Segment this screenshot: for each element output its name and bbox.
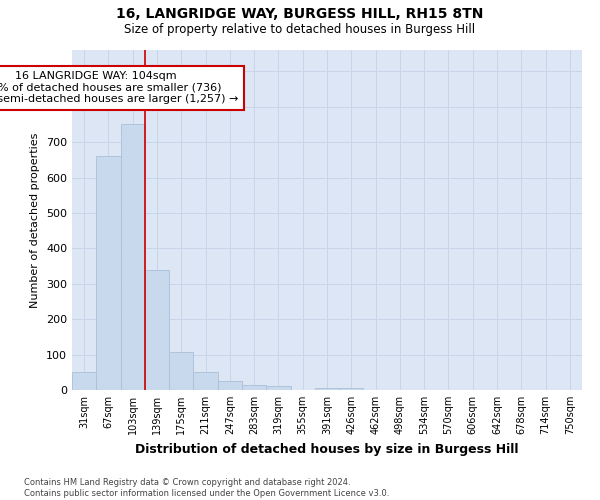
Text: 16, LANGRIDGE WAY, BURGESS HILL, RH15 8TN: 16, LANGRIDGE WAY, BURGESS HILL, RH15 8T… bbox=[116, 8, 484, 22]
Text: Size of property relative to detached houses in Burgess Hill: Size of property relative to detached ho… bbox=[124, 22, 476, 36]
Bar bbox=[266, 386, 290, 390]
Text: Contains HM Land Registry data © Crown copyright and database right 2024.
Contai: Contains HM Land Registry data © Crown c… bbox=[24, 478, 389, 498]
Bar bbox=[72, 372, 96, 390]
Bar bbox=[121, 124, 145, 390]
Bar bbox=[145, 270, 169, 390]
Bar bbox=[218, 381, 242, 390]
Bar bbox=[96, 156, 121, 390]
Bar bbox=[193, 372, 218, 390]
Text: 16 LANGRIDGE WAY: 104sqm
← 37% of detached houses are smaller (736)
63% of semi-: 16 LANGRIDGE WAY: 104sqm ← 37% of detach… bbox=[0, 71, 238, 104]
Y-axis label: Number of detached properties: Number of detached properties bbox=[31, 132, 40, 308]
Bar bbox=[169, 352, 193, 390]
Bar bbox=[242, 386, 266, 390]
Bar bbox=[315, 388, 339, 390]
X-axis label: Distribution of detached houses by size in Burgess Hill: Distribution of detached houses by size … bbox=[135, 442, 519, 456]
Bar bbox=[339, 388, 364, 390]
